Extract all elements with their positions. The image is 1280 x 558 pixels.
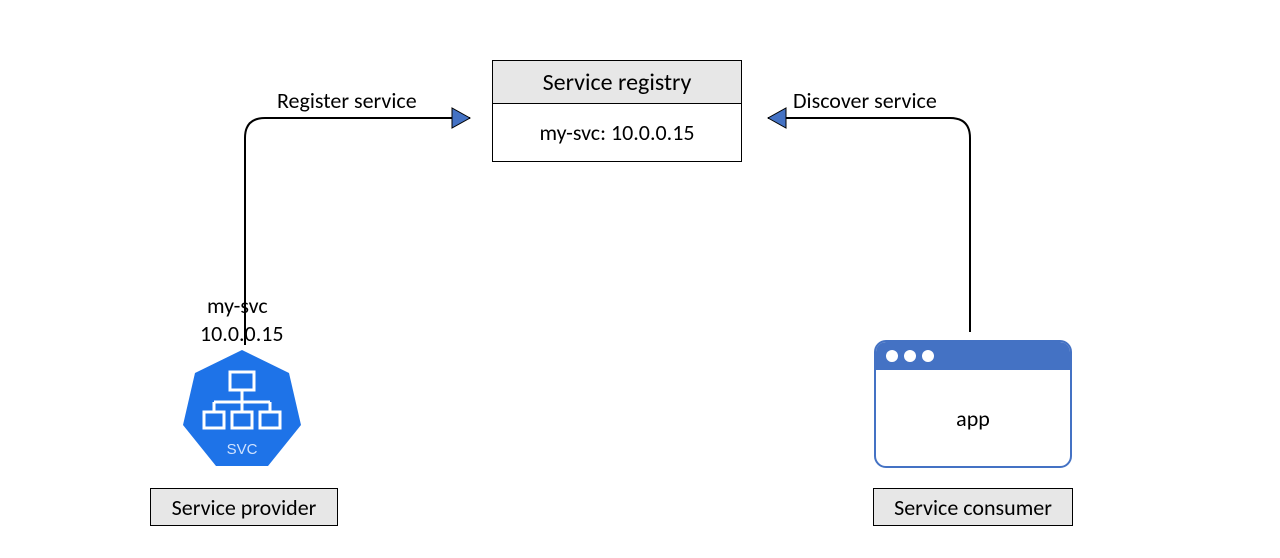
svc-icon: SVC bbox=[183, 350, 301, 466]
edge-register-arrowhead bbox=[452, 108, 470, 128]
app-window: app bbox=[874, 340, 1072, 468]
service-registry: Service registry my-svc: 10.0.0.15 bbox=[492, 60, 742, 162]
app-body-label: app bbox=[876, 370, 1070, 466]
edge-register-label: Register service bbox=[277, 87, 417, 114]
app-titlebar bbox=[876, 342, 1070, 370]
service-consumer-label: Service consumer bbox=[873, 488, 1073, 526]
service-registry-entry: my-svc: 10.0.0.15 bbox=[492, 104, 742, 162]
edge-register-path bbox=[245, 118, 470, 345]
svc-ip: 10.0.0.15 bbox=[200, 320, 284, 347]
svc-name: my-svc bbox=[207, 292, 268, 319]
service-registry-title: Service registry bbox=[492, 60, 742, 104]
edge-discover-path bbox=[768, 118, 970, 332]
edge-discover-label: Discover service bbox=[793, 87, 937, 114]
window-dot-icon bbox=[922, 350, 934, 362]
edge-discover-arrowhead bbox=[768, 108, 786, 128]
window-dot-icon bbox=[904, 350, 916, 362]
service-provider-label: Service provider bbox=[150, 488, 338, 526]
svc-badge-text: SVC bbox=[227, 441, 258, 458]
window-dot-icon bbox=[886, 350, 898, 362]
